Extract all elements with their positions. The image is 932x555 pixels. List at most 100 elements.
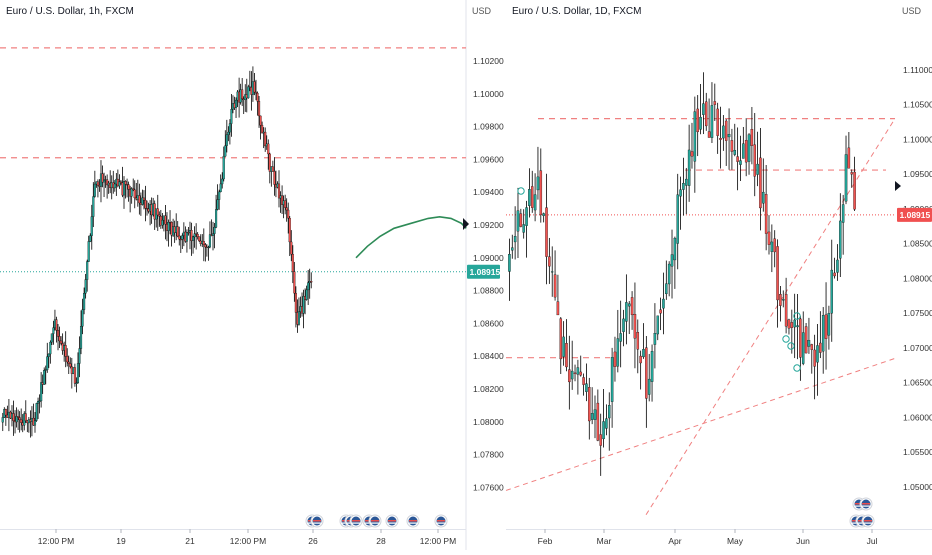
candle-body [662, 298, 665, 309]
candle-body [84, 279, 87, 294]
y-tick-label: 1.05000 [903, 482, 932, 492]
candle [92, 182, 95, 228]
candle-body [821, 315, 825, 352]
candle [622, 309, 625, 347]
right-time-axis[interactable]: Feb Mar Apr May Jun Jul [538, 529, 878, 546]
y-tick-label: 1.09500 [903, 169, 932, 179]
candle [830, 239, 834, 342]
candle [221, 172, 224, 189]
candle [290, 230, 293, 262]
candle-body [585, 383, 588, 392]
candle-body [756, 163, 759, 175]
left-time-axis[interactable]: 12:00 PM 19 21 12:00 PM 26 28 12:00 PM [38, 529, 456, 546]
x-tick-label: 21 [185, 536, 195, 546]
candle-body [281, 195, 284, 205]
candle [164, 204, 167, 240]
candle-body [724, 120, 728, 141]
left-event-icons[interactable] [305, 514, 448, 528]
candle [568, 335, 571, 410]
candle [56, 323, 60, 351]
candle [590, 387, 594, 425]
candle [662, 272, 665, 335]
candle-body [46, 356, 49, 370]
y-tick-label: 1.08800 [473, 286, 504, 296]
candle [288, 216, 291, 257]
candle [773, 230, 776, 268]
right-event-icons[interactable] [849, 497, 875, 528]
candle-body [130, 188, 133, 197]
candle-body [176, 226, 179, 237]
candle [682, 157, 685, 216]
candle [241, 78, 244, 107]
candle [687, 124, 691, 202]
candle [579, 355, 582, 377]
candle-body [302, 296, 305, 314]
left-price-axis[interactable]: 1.10200 1.10000 1.09800 1.09600 1.09400 1.092… [467, 56, 504, 492]
y-tick-label: 1.08500 [903, 239, 932, 249]
candle [67, 355, 70, 375]
candle [89, 233, 92, 243]
candle-body [599, 434, 602, 446]
candle-body [75, 382, 78, 384]
candle [198, 236, 201, 242]
candle-body [667, 263, 671, 285]
candle-body [665, 283, 668, 295]
candle [744, 118, 748, 177]
candle [833, 257, 836, 279]
candle-body [37, 401, 40, 404]
candle-body [164, 215, 167, 225]
x-tick-label: Jul [867, 536, 878, 546]
candle-body [192, 236, 195, 241]
candle [202, 228, 205, 262]
right-candles [508, 72, 856, 476]
y-tick-label: 1.07000 [903, 343, 932, 353]
candle-body [548, 256, 551, 267]
candle-body [247, 86, 250, 99]
candle-body [839, 220, 842, 259]
y-tick-label: 1.07600 [473, 482, 504, 492]
candle [96, 179, 99, 198]
candle [770, 224, 774, 273]
candle-body [124, 181, 127, 185]
candle [76, 352, 80, 384]
candle-body [590, 413, 594, 420]
candle-body [573, 372, 577, 374]
candle [254, 79, 258, 101]
candle [562, 321, 565, 366]
candle-body [141, 197, 144, 205]
candle-body [161, 219, 164, 226]
candle-body [142, 197, 146, 201]
candle [810, 343, 814, 374]
candle [253, 72, 256, 96]
candle [297, 297, 301, 326]
candle-body [127, 184, 130, 190]
candle [801, 311, 805, 366]
candle-body [528, 189, 531, 206]
flag-icon-stripe [864, 520, 872, 522]
candle-body [636, 332, 640, 350]
candle [750, 106, 754, 165]
candle [179, 235, 182, 253]
candle-body [185, 232, 188, 242]
y-tick-label: 1.10500 [903, 100, 932, 110]
candle-body [285, 207, 288, 211]
candle-body [656, 315, 660, 335]
candle-body [277, 183, 281, 199]
candle [545, 173, 548, 285]
flag-icon-stripe [352, 520, 360, 522]
candle-body [570, 370, 574, 380]
candle-body [719, 138, 722, 140]
candle-body [216, 199, 219, 210]
candle [508, 238, 511, 301]
candle-body [605, 418, 608, 429]
candle-body [602, 421, 605, 440]
candle [127, 181, 130, 202]
candle-body [122, 181, 126, 196]
candle [565, 319, 568, 372]
left-chart-plot[interactable] [0, 47, 469, 438]
candle [716, 102, 719, 154]
candle-body [508, 254, 511, 272]
candle [192, 235, 195, 254]
right-price-axis[interactable]: 1.110001.105001.100001.095001.090001.085… [897, 65, 932, 492]
right-chart-plot[interactable] [505, 72, 901, 516]
